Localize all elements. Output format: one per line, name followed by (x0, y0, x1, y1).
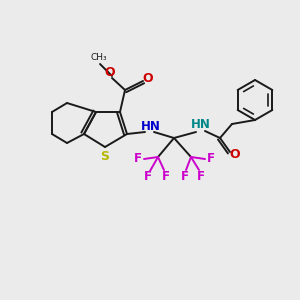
Text: F: F (162, 170, 170, 184)
Text: CH₃: CH₃ (91, 53, 107, 62)
Text: O: O (105, 65, 115, 79)
Text: S: S (100, 149, 109, 163)
Text: F: F (144, 170, 152, 184)
Text: HN: HN (141, 119, 161, 133)
Text: HN: HN (191, 118, 211, 131)
Text: F: F (207, 152, 215, 166)
Text: F: F (181, 170, 189, 184)
Text: F: F (134, 152, 142, 166)
Text: O: O (230, 148, 240, 161)
Text: O: O (143, 73, 153, 85)
Text: F: F (197, 170, 205, 184)
